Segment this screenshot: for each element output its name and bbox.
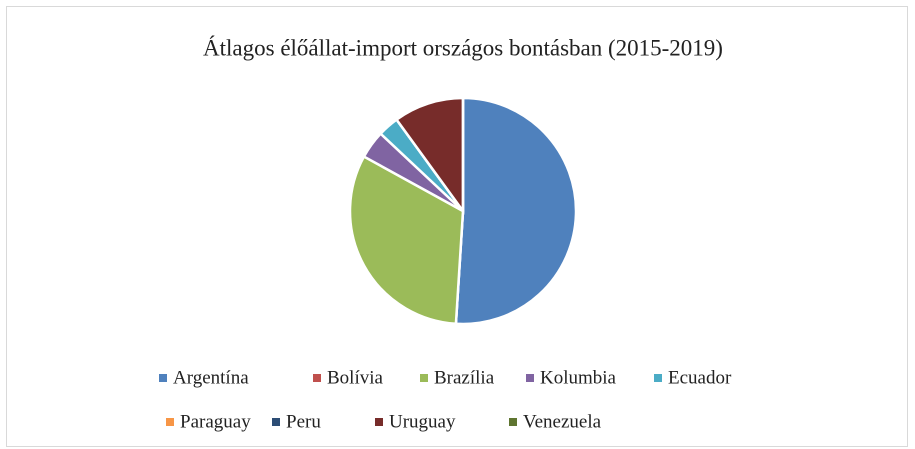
legend-swatch [420, 374, 428, 382]
legend-swatch [313, 374, 321, 382]
legend-label: Bolívia [327, 367, 384, 388]
legend-label: Paraguay [180, 411, 251, 432]
legend-label: Brazília [434, 367, 495, 388]
legend-label: Venezuela [523, 411, 602, 432]
legend-label: Argentína [173, 367, 249, 388]
legend-swatch [375, 418, 383, 426]
legend-swatch [272, 418, 280, 426]
legend-label: Kolumbia [540, 367, 617, 388]
pie-slice [394, 96, 465, 215]
pie-slice [348, 154, 465, 326]
legend-label: Ecuador [668, 367, 732, 388]
chart-title: Átlagos élőállat-import országos bontásb… [203, 35, 723, 60]
legend-swatch [166, 418, 174, 426]
legend-swatch [159, 374, 167, 382]
legend-label: Peru [286, 411, 321, 432]
legend-swatch [526, 374, 534, 382]
legend-swatch [654, 374, 662, 382]
legend-swatch [509, 418, 517, 426]
pie-slice [454, 96, 578, 326]
legend-label: Uruguay [389, 411, 456, 432]
